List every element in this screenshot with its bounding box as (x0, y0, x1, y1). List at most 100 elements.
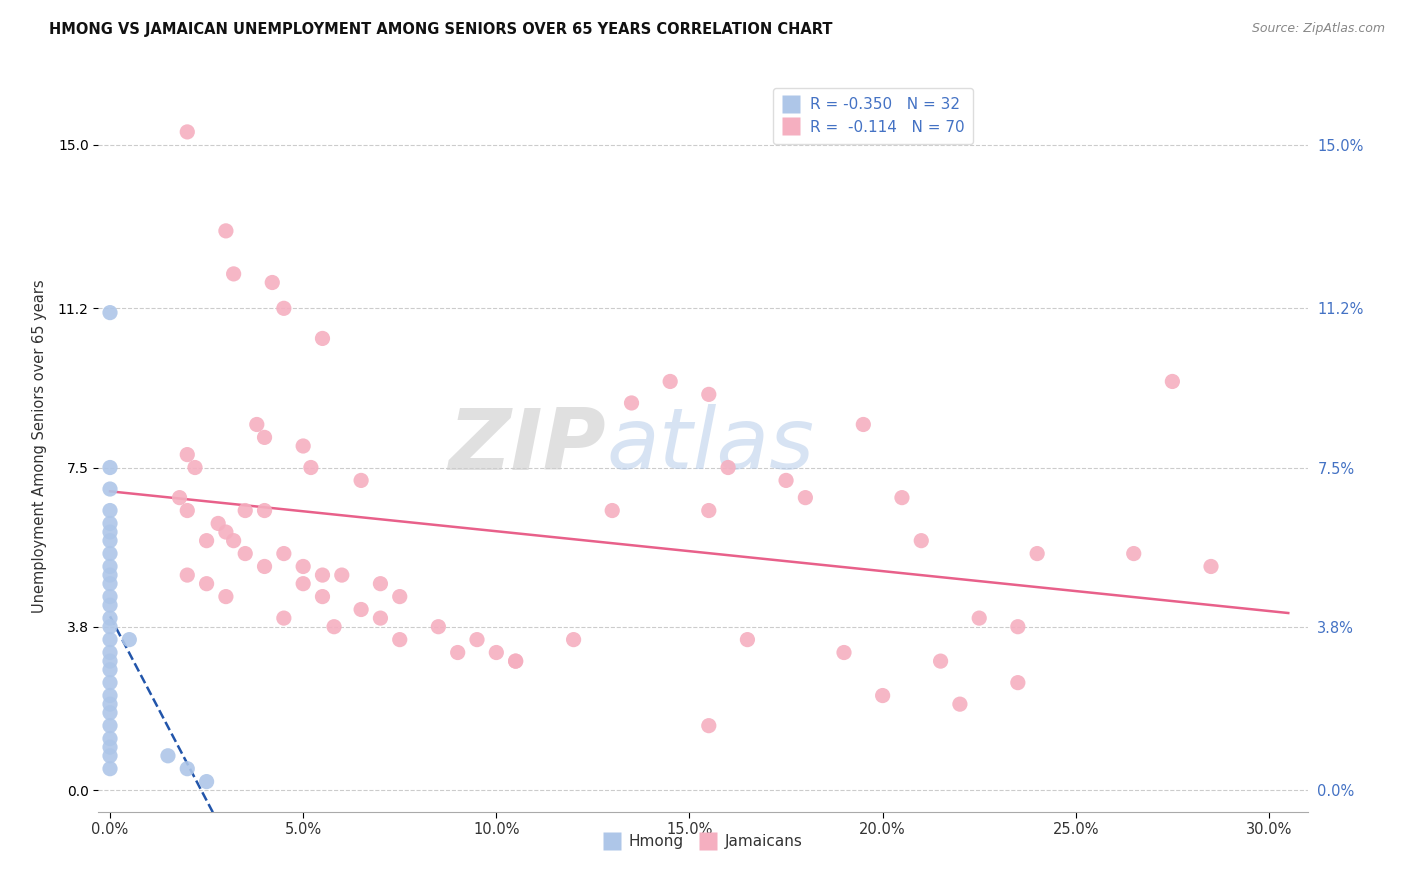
Point (169, 491, 191, 505)
Point (98, 516, 121, 531)
Point (1122, 547, 1144, 561)
Point (370, 611, 392, 625)
Point (98, 547, 121, 561)
Point (299, 460, 322, 475)
Point (852, 417, 875, 432)
Point (98, 611, 121, 625)
Point (737, 632, 759, 647)
Point (1007, 620, 1029, 634)
Point (98, 697, 121, 711)
Point (98, 460, 121, 475)
Point (447, 646, 470, 660)
Point (98, 598, 121, 612)
Point (1161, 375, 1184, 389)
Point (872, 689, 894, 703)
Point (215, 224, 238, 238)
Point (697, 503, 720, 517)
Point (98, 533, 121, 548)
Point (273, 611, 295, 625)
Text: HMONG VS JAMAICAN UNEMPLOYMENT AMONG SENIORS OVER 65 YEARS CORRELATION CHART: HMONG VS JAMAICAN UNEMPLOYMENT AMONG SEN… (49, 22, 832, 37)
Point (195, 774, 218, 789)
Point (184, 460, 207, 475)
Point (562, 632, 585, 647)
Point (233, 547, 256, 561)
Point (505, 654, 527, 668)
Point (195, 533, 218, 548)
Point (311, 331, 333, 345)
Point (176, 448, 198, 462)
Point (311, 568, 333, 582)
Point (292, 559, 315, 574)
Point (176, 762, 198, 776)
Point (222, 267, 245, 281)
Point (620, 396, 643, 410)
Point (253, 430, 276, 444)
Point (427, 620, 450, 634)
Point (717, 460, 740, 475)
Point (292, 439, 315, 453)
Point (98, 654, 121, 668)
Point (323, 620, 346, 634)
Text: atlas: atlas (606, 404, 814, 488)
Point (910, 533, 932, 548)
Point (485, 646, 508, 660)
Point (215, 590, 238, 604)
Point (98, 731, 121, 746)
Point (195, 576, 218, 591)
Point (697, 387, 720, 401)
Point (891, 491, 914, 505)
Point (98, 632, 121, 647)
Point (832, 646, 855, 660)
Text: Source: ZipAtlas.com: Source: ZipAtlas.com (1251, 22, 1385, 36)
Point (98, 748, 121, 763)
Point (273, 547, 295, 561)
Point (207, 516, 229, 531)
Point (292, 576, 315, 591)
Point (98, 576, 121, 591)
Point (98, 524, 121, 539)
Point (350, 602, 373, 616)
Point (794, 491, 817, 505)
Point (98, 689, 121, 703)
Point (233, 503, 256, 517)
Point (600, 503, 623, 517)
Point (98, 503, 121, 517)
Point (98, 706, 121, 720)
Point (98, 663, 121, 677)
Point (775, 474, 797, 488)
Point (262, 276, 284, 290)
Point (98, 305, 121, 319)
Text: ZIP: ZIP (449, 404, 606, 488)
Point (929, 654, 952, 668)
Point (967, 611, 990, 625)
Point (98, 568, 121, 582)
Point (118, 632, 141, 647)
Point (659, 375, 682, 389)
Point (98, 740, 121, 755)
Point (98, 559, 121, 574)
Point (273, 301, 295, 316)
Point (98, 762, 121, 776)
Point (388, 590, 411, 604)
Point (98, 675, 121, 690)
Point (388, 632, 411, 647)
Point (215, 524, 238, 539)
Point (350, 474, 373, 488)
Point (176, 125, 198, 139)
Point (949, 697, 972, 711)
Point (1007, 675, 1029, 690)
Point (1199, 559, 1222, 574)
Point (253, 503, 276, 517)
Legend: Hmong, Jamaicans: Hmong, Jamaicans (596, 828, 810, 855)
Point (1026, 547, 1049, 561)
Point (222, 533, 245, 548)
Y-axis label: Unemployment Among Seniors over 65 years: Unemployment Among Seniors over 65 years (32, 279, 46, 613)
Point (176, 568, 198, 582)
Point (330, 568, 353, 582)
Point (311, 590, 333, 604)
Point (465, 632, 488, 647)
Point (98, 590, 121, 604)
Point (370, 576, 392, 591)
Point (98, 620, 121, 634)
Point (156, 748, 179, 763)
